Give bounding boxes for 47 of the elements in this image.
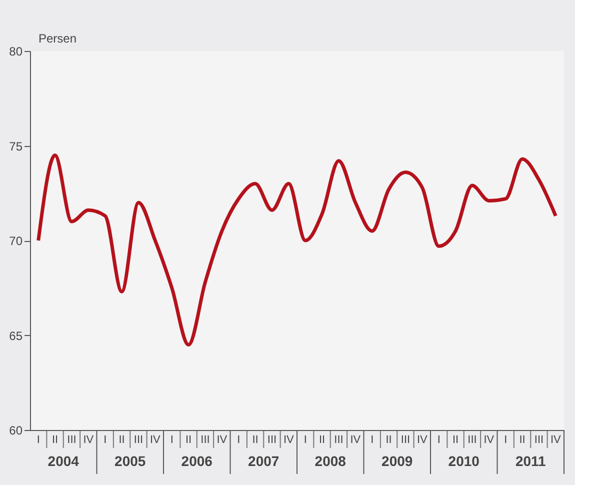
x-tick-label: I xyxy=(304,434,307,446)
x-tick-label: IV xyxy=(216,434,228,446)
y-tick-label: 70 xyxy=(9,234,23,248)
x-tick-label: III xyxy=(267,434,277,446)
x-tick-label: II xyxy=(185,434,192,446)
y-tick-label: 75 xyxy=(9,139,23,154)
x-tick-label: III xyxy=(67,434,76,446)
y-tick-label: 80 xyxy=(9,44,23,58)
x-tick-label: IV xyxy=(416,434,428,446)
x-tick-label: I xyxy=(370,434,374,446)
x-tick-label: II xyxy=(386,434,392,446)
x-tick-label: III xyxy=(468,434,477,446)
y-tick-label: 65 xyxy=(9,328,23,343)
x-tick-label: II xyxy=(452,434,459,446)
x-tick-label: I xyxy=(504,434,508,446)
x-tick-label: II xyxy=(118,434,125,446)
x-tick-label: II xyxy=(519,434,526,446)
text: 2009 xyxy=(382,453,413,469)
x-tick-label: IV xyxy=(150,434,162,446)
x-tick-label: II xyxy=(52,434,58,446)
x-tick-label: III xyxy=(134,434,144,446)
x-tick-label: I xyxy=(237,434,240,446)
y-tick-label: 60 xyxy=(9,424,23,438)
x-tick-label: IV xyxy=(83,434,94,446)
x-tick-label: III xyxy=(534,434,544,446)
x-tick-label: II xyxy=(318,434,326,446)
x-tick-label: I xyxy=(104,434,107,446)
text: 2010 xyxy=(448,453,480,469)
x-tick-label: III xyxy=(400,434,410,446)
text: 2008 xyxy=(314,453,346,469)
text: 2005 xyxy=(114,453,146,469)
x-tick-label: I xyxy=(437,434,440,446)
x-tick-label: I xyxy=(36,434,40,446)
text: 2006 xyxy=(181,453,213,469)
x-tick-label: III xyxy=(334,434,344,446)
x-tick-label: III xyxy=(200,434,210,446)
x-tick-label: IV xyxy=(283,434,295,446)
text: 2007 xyxy=(248,453,280,469)
x-tick-label: II xyxy=(252,434,258,446)
x-tick-label: I xyxy=(170,434,174,446)
y-axis-title: Persen xyxy=(38,32,77,46)
x-tick-label: IV xyxy=(550,434,562,446)
x-tick-label: IV xyxy=(484,434,495,446)
text: 2011 xyxy=(515,453,546,469)
text: 2004 xyxy=(48,453,80,469)
line-series xyxy=(36,153,558,346)
x-tick-label: IV xyxy=(350,434,362,446)
